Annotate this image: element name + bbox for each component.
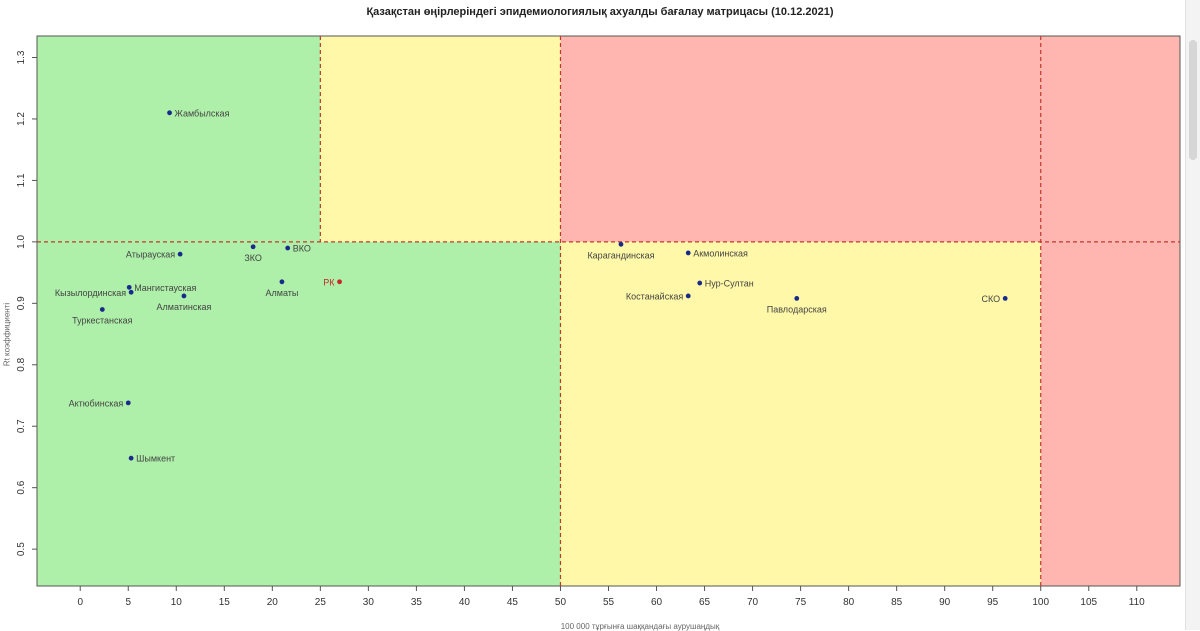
x-tick-label: 105 (1080, 597, 1097, 608)
x-tick-label: 65 (699, 597, 711, 608)
x-tick-label: 90 (939, 597, 951, 608)
data-label: Акмолинская (693, 248, 748, 258)
x-tick-label: 60 (651, 597, 663, 608)
data-label: Кызылординская (55, 288, 126, 298)
vertical-scrollbar[interactable] (1185, 0, 1200, 630)
x-tick-label: 50 (555, 597, 567, 608)
y-tick-label: 0.7 (16, 419, 27, 433)
data-label: Мангистауская (134, 283, 196, 293)
data-point[interactable] (337, 279, 342, 285)
data-point[interactable] (126, 284, 132, 290)
x-tick-label: 20 (267, 597, 279, 608)
data-point[interactable] (697, 280, 703, 286)
data-label: Актюбинская (69, 398, 124, 408)
data-point[interactable] (618, 241, 624, 247)
y-axis-label: Rt коэффициенті (2, 302, 12, 367)
zone-2 (560, 36, 1180, 242)
data-point[interactable] (279, 279, 285, 285)
x-tick-label: 55 (603, 597, 615, 608)
data-label: Туркестанская (72, 315, 133, 325)
y-tick-label: 0.5 (16, 542, 27, 556)
zone-0 (37, 36, 321, 242)
x-tick-label: 45 (507, 597, 519, 608)
x-tick-label: 5 (125, 597, 131, 608)
data-label: ЗКО (244, 253, 262, 263)
chart-title: Қазақстан өңірлеріндегі эпидемиологиялық… (366, 6, 834, 18)
zone-4 (560, 241, 1041, 587)
data-point[interactable] (128, 455, 134, 461)
x-tick-label: 15 (219, 597, 231, 608)
x-tick-label: 95 (987, 597, 999, 608)
zone-5 (1040, 241, 1180, 587)
data-label: Алматинская (157, 302, 212, 312)
scrollbar-thumb[interactable] (1189, 40, 1197, 160)
x-tick-label: 110 (1129, 597, 1145, 608)
zone-1 (320, 36, 561, 242)
data-label: Нур-Султан (705, 279, 754, 289)
data-point[interactable] (128, 289, 134, 295)
x-tick-label: 35 (411, 597, 423, 608)
x-tick-label: 85 (891, 597, 903, 608)
x-tick-label: 30 (363, 597, 375, 608)
x-tick-label: 70 (747, 597, 759, 608)
x-tick-label: 0 (77, 597, 83, 608)
x-tick-label: 10 (171, 597, 183, 608)
data-label: СКО (982, 294, 1001, 304)
y-tick-label: 1.0 (16, 234, 27, 248)
data-label: Алматы (266, 288, 299, 298)
data-label: РК (323, 277, 335, 287)
data-point[interactable] (794, 296, 800, 301)
zone-3 (37, 241, 561, 587)
data-label: Карагандинская (587, 250, 654, 260)
y-tick-label: 0.8 (16, 357, 27, 371)
data-point[interactable] (125, 400, 131, 406)
data-label: Шымкент (136, 454, 175, 464)
x-tick-label: 75 (795, 597, 807, 608)
data-label: Атырауская (126, 250, 175, 260)
y-tick-label: 1.3 (16, 50, 27, 64)
data-point[interactable] (685, 293, 691, 299)
data-label: Костанайская (626, 291, 683, 301)
data-point[interactable] (181, 293, 187, 299)
data-point[interactable] (250, 244, 256, 250)
y-tick-label: 0.6 (16, 480, 27, 494)
x-tick-label: 25 (315, 597, 327, 608)
data-label: Павлодарская (767, 304, 827, 314)
x-tick-label: 40 (459, 597, 471, 608)
y-tick-label: 1.1 (16, 173, 27, 187)
data-point[interactable] (177, 251, 183, 257)
data-point[interactable] (285, 245, 291, 251)
data-point[interactable] (685, 250, 691, 256)
data-label: ВКО (293, 244, 311, 254)
data-point[interactable] (167, 110, 172, 116)
x-axis-label: 100 000 тұрғынға шаққандағы аурушаңдық (560, 622, 720, 631)
data-point[interactable] (99, 307, 105, 312)
y-tick-label: 1.2 (16, 112, 27, 126)
y-tick-label: 0.9 (16, 296, 27, 310)
x-tick-label: 80 (843, 597, 855, 608)
data-point[interactable] (1002, 296, 1008, 301)
x-tick-label: 100 (1032, 597, 1049, 608)
data-label: Жамбылская (175, 108, 230, 118)
